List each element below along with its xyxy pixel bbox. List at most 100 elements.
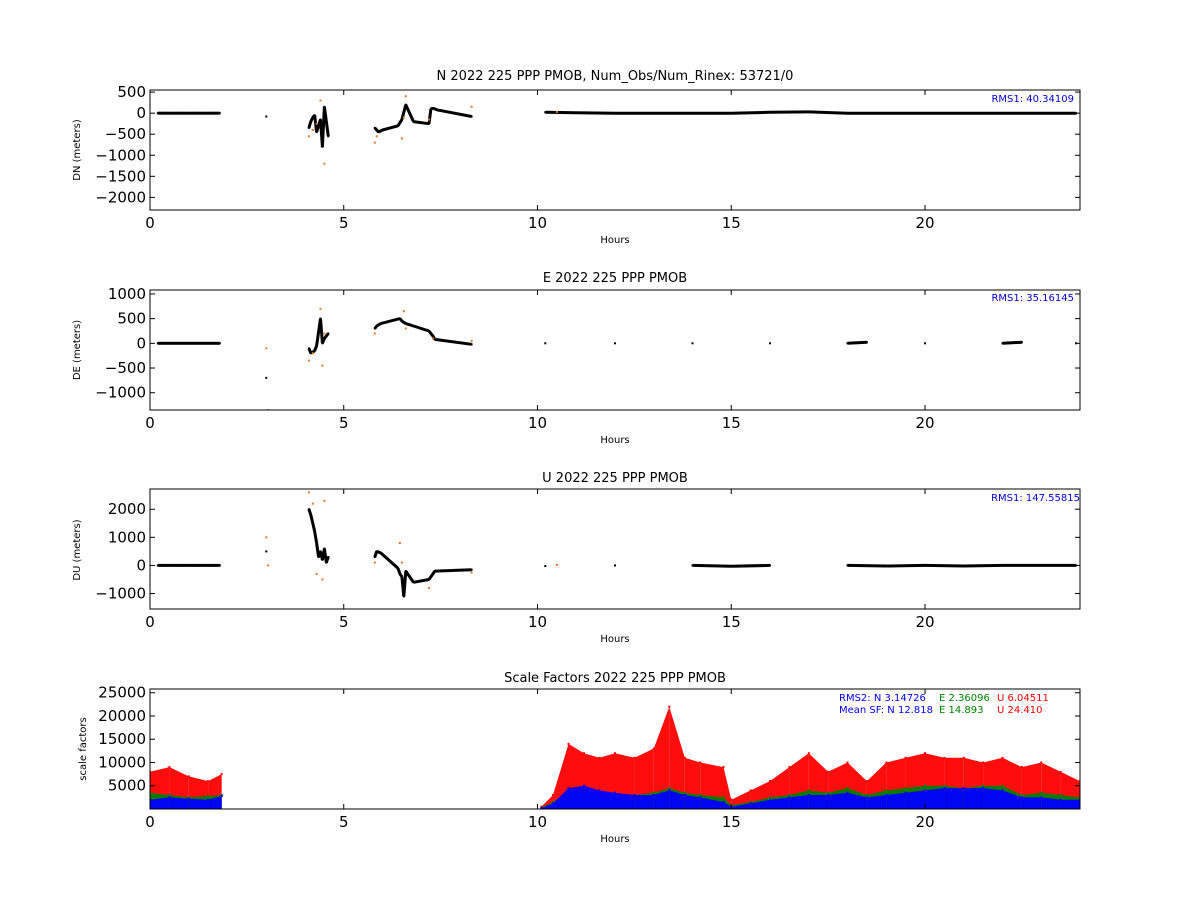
track-segment bbox=[963, 563, 1003, 568]
data-point bbox=[400, 561, 403, 564]
data-point bbox=[769, 796, 771, 799]
data-point bbox=[540, 807, 543, 809]
x-tick-label: 5 bbox=[339, 813, 349, 831]
plot-area: 0 5 10 15 20 1000 500 0 −500 −1000 bbox=[95, 285, 1081, 432]
axes-frame bbox=[149, 688, 1081, 810]
data-point bbox=[220, 795, 223, 797]
data-point bbox=[699, 761, 702, 764]
data-point bbox=[319, 307, 322, 310]
track-segment bbox=[434, 337, 472, 346]
track-segment bbox=[396, 118, 404, 127]
sf-band bbox=[634, 795, 654, 809]
sf-band bbox=[963, 788, 984, 809]
data-point bbox=[552, 801, 554, 803]
data-point bbox=[470, 339, 473, 342]
data-point bbox=[633, 756, 636, 759]
track-segment bbox=[404, 570, 415, 584]
series-n bbox=[150, 784, 1080, 809]
data-point bbox=[583, 784, 585, 787]
track-segment bbox=[413, 324, 430, 333]
data-point bbox=[699, 796, 702, 799]
track-segment bbox=[427, 330, 433, 335]
sf-band bbox=[770, 797, 790, 809]
y-tick-label: 15000 bbox=[98, 730, 146, 748]
data-point bbox=[885, 794, 888, 796]
mean-sf-annotation: Mean SF: N 12.818 E 14.893 U 24.410 bbox=[839, 705, 1043, 716]
y-tick-label: 0 bbox=[136, 556, 146, 574]
track-segment bbox=[405, 322, 414, 328]
mean-sf-n: Mean SF: N 12.818 bbox=[839, 705, 933, 716]
data-point bbox=[614, 791, 616, 794]
data-point bbox=[187, 775, 190, 778]
y-tick-label: −1000 bbox=[95, 146, 146, 164]
data-point bbox=[583, 752, 585, 755]
data-point bbox=[307, 135, 310, 138]
data-point bbox=[807, 752, 810, 755]
sf-band bbox=[653, 706, 670, 809]
panel-title: Scale Factors 2022 225 PPP PMOB bbox=[504, 671, 726, 686]
data-point bbox=[307, 491, 310, 494]
secondary-series bbox=[307, 95, 558, 165]
track-segment bbox=[323, 332, 330, 340]
x-tick-label: 15 bbox=[722, 214, 741, 232]
data-point bbox=[265, 536, 268, 539]
sf-band bbox=[828, 792, 848, 809]
track-segment bbox=[413, 578, 430, 584]
data-point bbox=[555, 110, 558, 113]
sf-band bbox=[700, 797, 724, 809]
sf-band bbox=[1060, 799, 1080, 809]
y-tick-label: 500 bbox=[117, 310, 146, 328]
track-segment bbox=[731, 110, 771, 115]
data-point bbox=[265, 115, 268, 118]
data-point bbox=[943, 784, 946, 787]
panel-du: U 2022 225 PPP PMOB DU (meters) Hours RM… bbox=[72, 471, 1081, 645]
data-point bbox=[267, 564, 270, 567]
data-point bbox=[962, 756, 965, 759]
track-segment bbox=[430, 106, 434, 111]
data-point bbox=[321, 578, 324, 581]
data-point bbox=[749, 802, 752, 805]
data-point bbox=[788, 766, 791, 769]
data-point bbox=[1020, 794, 1023, 796]
track-segment bbox=[404, 104, 415, 123]
data-point bbox=[614, 564, 616, 567]
track-segment bbox=[311, 522, 317, 533]
track-segment bbox=[380, 317, 401, 326]
mean-sf-e: E 14.893 bbox=[939, 705, 984, 716]
track-segment bbox=[431, 570, 437, 575]
data-point bbox=[319, 99, 322, 102]
track-segment bbox=[576, 111, 616, 115]
primary-series bbox=[156, 103, 1078, 148]
data-point bbox=[614, 342, 616, 345]
y-tick-label: −1000 bbox=[95, 585, 146, 603]
track-segment bbox=[309, 514, 315, 524]
data-point bbox=[827, 770, 830, 773]
data-point bbox=[885, 789, 888, 792]
track-segment bbox=[731, 563, 771, 568]
x-tick-label: 0 bbox=[145, 613, 155, 631]
data-point bbox=[428, 118, 430, 121]
data-point bbox=[924, 342, 926, 345]
series-group bbox=[156, 491, 1078, 598]
sf-band bbox=[669, 706, 685, 809]
y-axis-label: DE (meters) bbox=[72, 320, 83, 380]
data-point bbox=[1020, 796, 1023, 799]
data-point bbox=[1001, 756, 1004, 759]
track-segment bbox=[373, 126, 380, 134]
data-point bbox=[788, 794, 791, 796]
data-point bbox=[567, 787, 570, 790]
series-group bbox=[156, 307, 1078, 410]
data-point bbox=[311, 502, 314, 505]
track-segment bbox=[311, 349, 316, 354]
rms2-u: U 6.04511 bbox=[997, 693, 1049, 704]
x-axis-label: Hours bbox=[600, 235, 629, 246]
data-point bbox=[614, 752, 616, 755]
primary-series bbox=[156, 508, 1078, 598]
data-point bbox=[307, 359, 310, 362]
sf-band bbox=[599, 790, 615, 809]
data-point bbox=[168, 794, 171, 796]
data-point bbox=[373, 332, 376, 335]
sf-band bbox=[615, 792, 635, 809]
data-point bbox=[404, 95, 407, 98]
x-tick-label: 0 bbox=[145, 414, 155, 432]
